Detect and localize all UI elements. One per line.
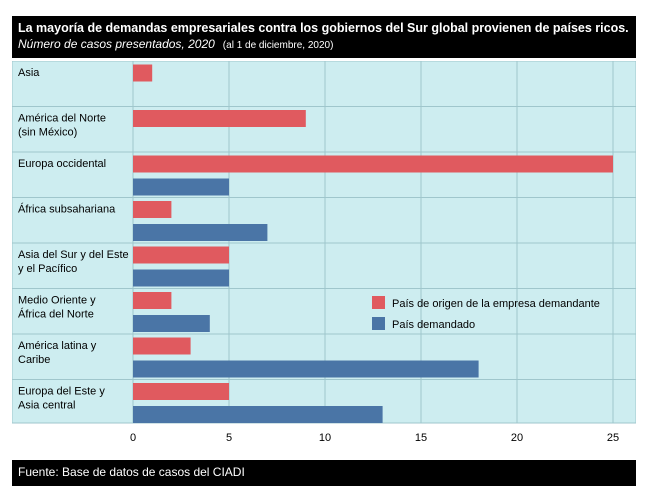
bar-home-country bbox=[133, 246, 229, 264]
legend-label: País de origen de la empresa demandante bbox=[392, 298, 600, 310]
category-label: América latina y bbox=[18, 340, 97, 352]
x-tick-label: 0 bbox=[130, 432, 136, 444]
bar-home-country bbox=[133, 383, 229, 400]
chart-subtitle: Número de casos presentados, 2020 bbox=[18, 37, 215, 51]
category-label: (sin México) bbox=[18, 127, 77, 139]
source-note: Fuente: Base de datos de casos del CIADI bbox=[18, 465, 245, 479]
bar-home-country bbox=[133, 110, 306, 127]
legend-label: País demandado bbox=[392, 319, 475, 331]
category-label: Asia central bbox=[18, 400, 75, 412]
category-label: Medio Oriente y bbox=[18, 295, 96, 307]
x-tick-label: 15 bbox=[415, 432, 427, 444]
category-label: Asia del Sur y del Este bbox=[18, 249, 129, 261]
category-label: Caribe bbox=[18, 354, 50, 366]
bar-respondent-country bbox=[133, 269, 229, 287]
category-label: Europa occidental bbox=[18, 158, 106, 170]
legend-swatch-respondent bbox=[372, 317, 385, 330]
source-footer: Fuente: Base de datos de casos del CIADI bbox=[12, 460, 636, 486]
category-label: y el Pacífico bbox=[18, 263, 77, 275]
bar-home-country bbox=[133, 201, 172, 218]
x-tick-label: 25 bbox=[607, 432, 619, 444]
bar-respondent-country bbox=[133, 406, 383, 423]
bar-respondent-country bbox=[133, 224, 268, 241]
category-label: África del Norte bbox=[18, 308, 94, 321]
bar-home-country bbox=[133, 64, 153, 82]
bar-respondent-country bbox=[133, 360, 479, 378]
category-label: África subsahariana bbox=[18, 203, 116, 216]
bar-home-country bbox=[133, 155, 613, 173]
date-note: (al 1 de diciembre, 2020) bbox=[222, 40, 334, 51]
bar-home-country bbox=[133, 292, 172, 309]
category-label: Europa del Este y bbox=[18, 386, 105, 398]
chart-title: La mayoría de demandas empresariales con… bbox=[18, 21, 629, 35]
bar-respondent-country bbox=[133, 315, 210, 332]
category-label: Asia bbox=[18, 67, 40, 79]
x-tick-label: 5 bbox=[226, 432, 232, 444]
x-tick-label: 10 bbox=[319, 432, 331, 444]
category-label: América del Norte bbox=[18, 113, 106, 125]
bar-chart: 0 5 10 15 20 25 Asia América del Norte (sin Méxi… bbox=[12, 61, 636, 444]
chart-header: La mayoría de demandas empresariales con… bbox=[12, 16, 636, 58]
legend-swatch-home bbox=[372, 296, 385, 309]
x-tick-label: 20 bbox=[511, 432, 523, 444]
chart-subtitle-line: Número de casos presentados, 2020 (al 1 d… bbox=[18, 36, 630, 54]
bar-respondent-country bbox=[133, 178, 229, 196]
bar-home-country bbox=[133, 337, 191, 355]
